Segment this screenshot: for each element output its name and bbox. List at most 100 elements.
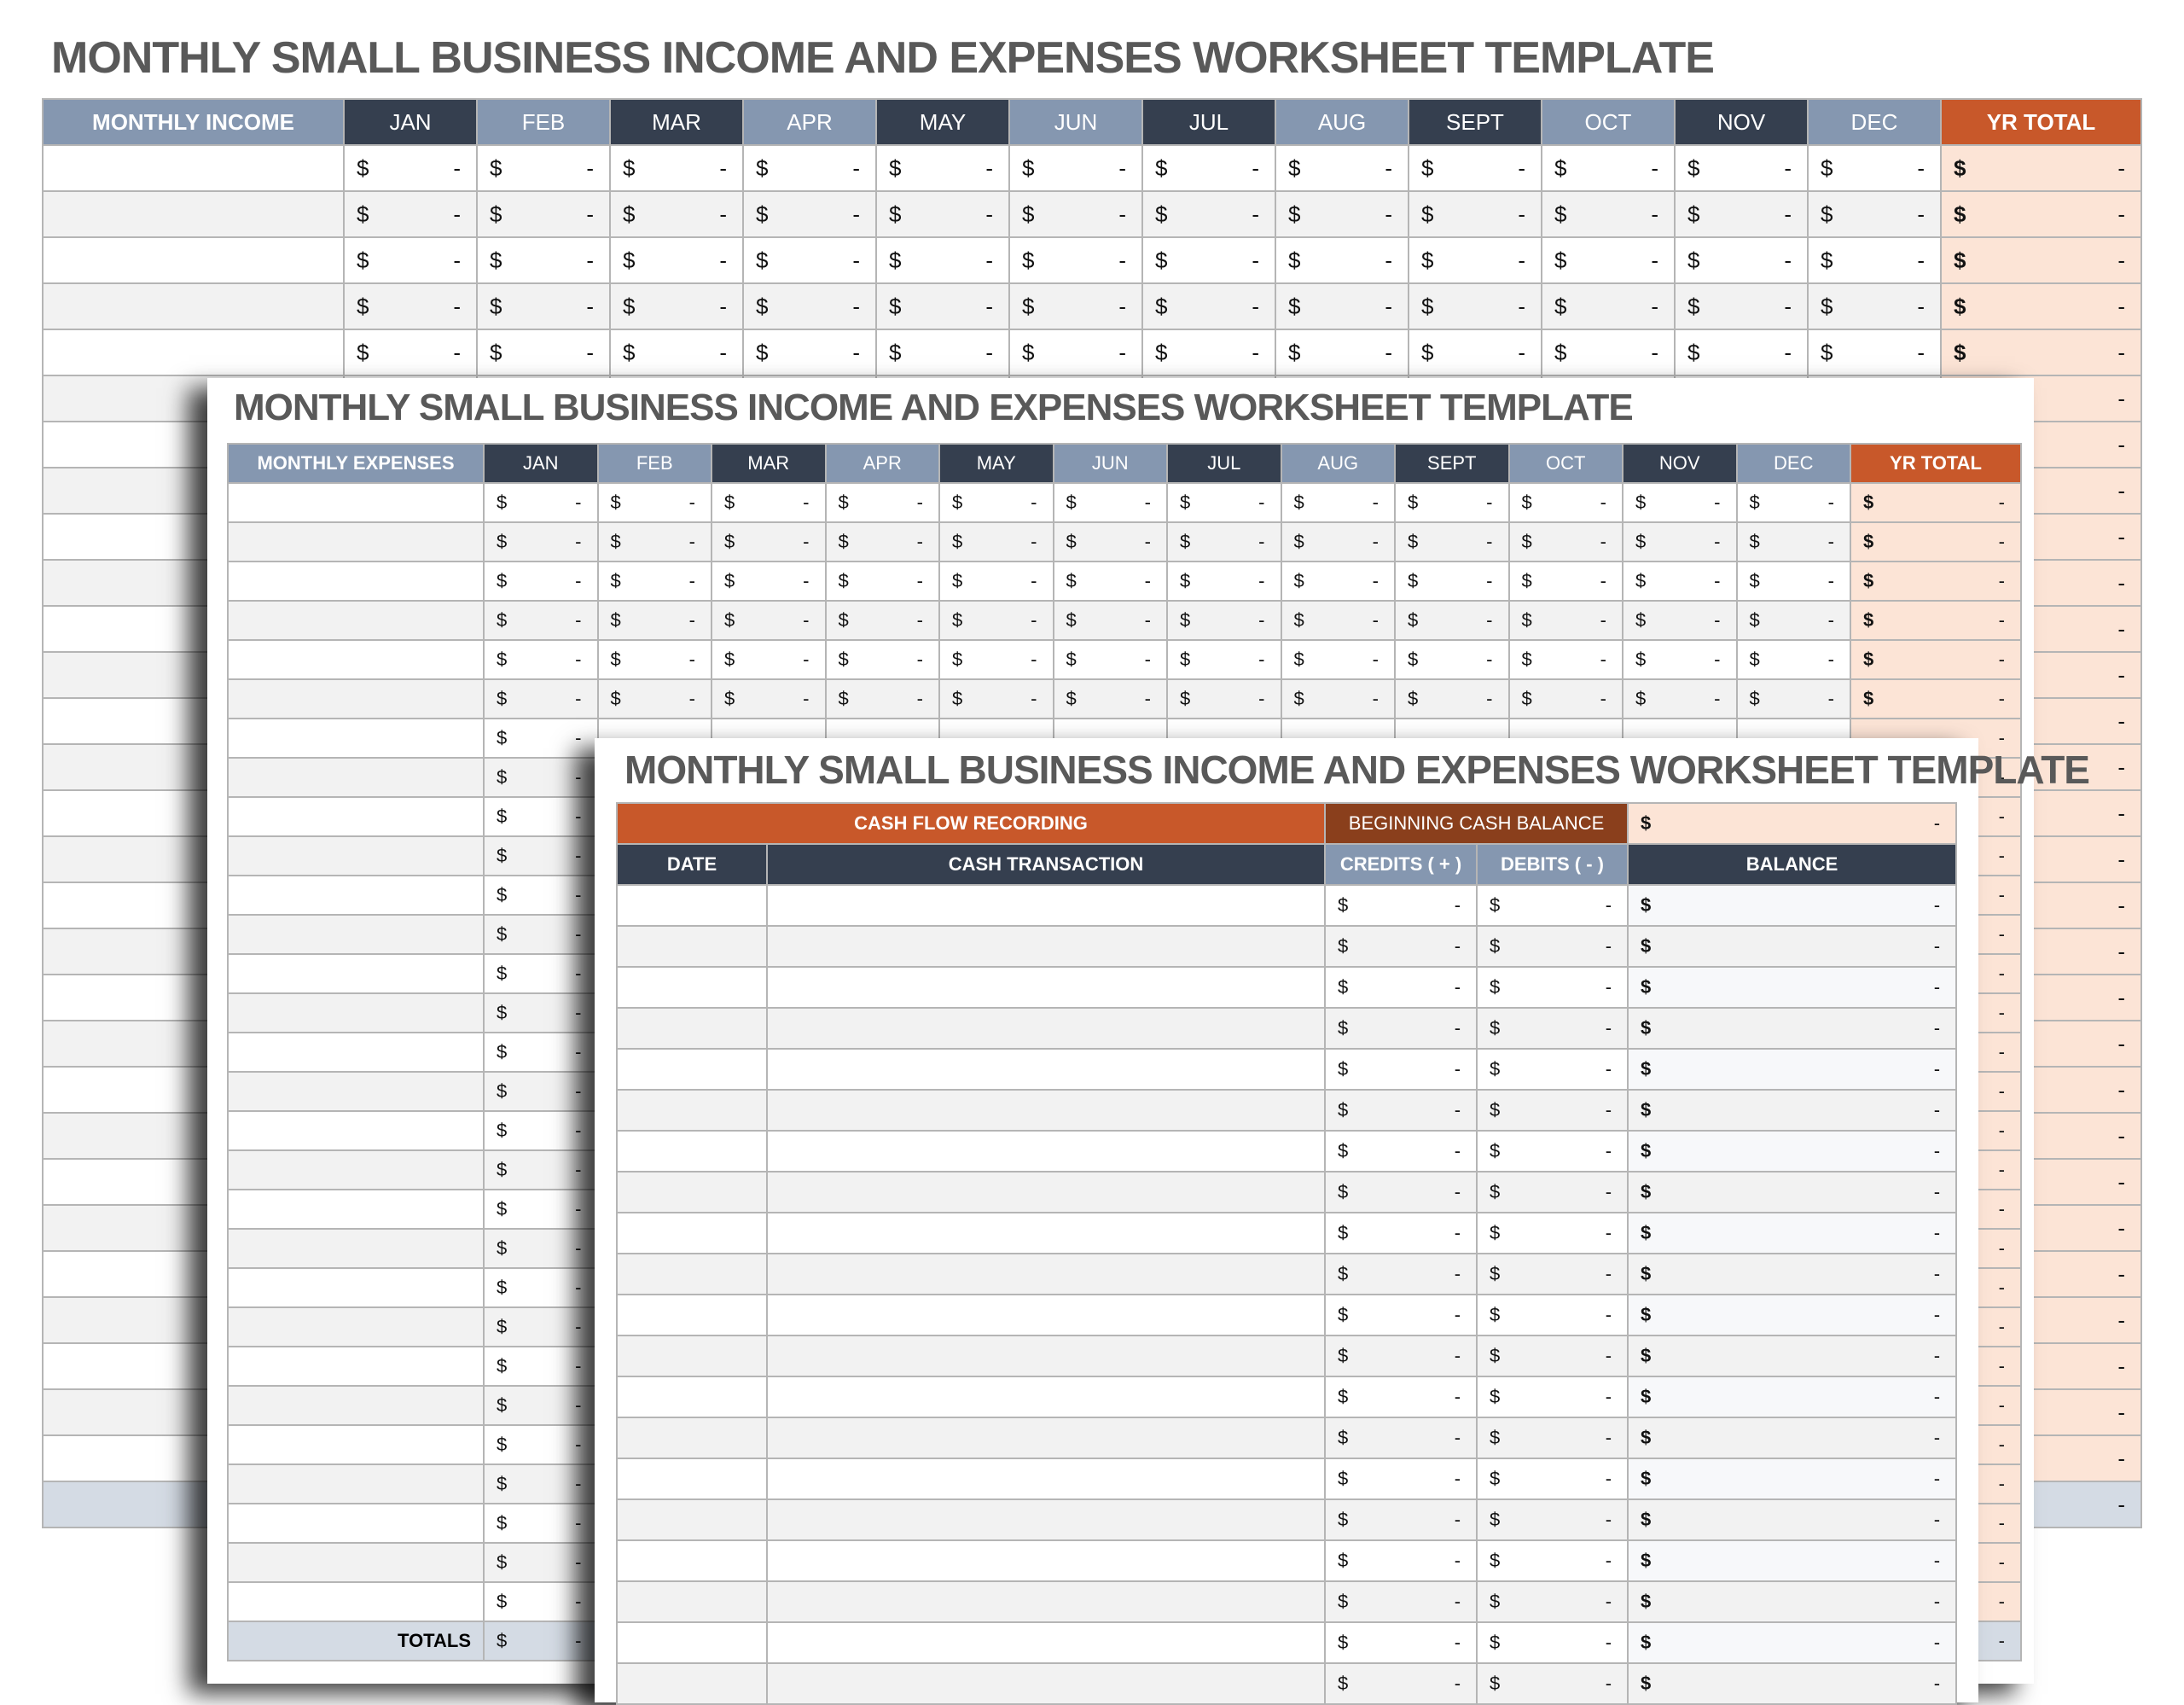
amount-cell[interactable]: $ - [1324,1498,1478,1541]
amount-cell[interactable]: $ - [1627,1335,1958,1377]
amount-cell[interactable]: $ - [1476,1253,1629,1295]
amount-cell[interactable]: $ - [1627,1089,1958,1132]
amount-cell[interactable]: $ - [1275,329,1409,376]
amount-cell[interactable]: $ - [742,329,877,376]
date-cell[interactable] [616,1580,768,1623]
amount-cell[interactable]: $ - [824,600,940,641]
amount-cell[interactable]: $ - [1280,678,1396,719]
label-cell[interactable] [227,678,485,719]
amount-cell[interactable]: $ - [1275,282,1409,330]
label-cell[interactable] [227,875,485,916]
amount-cell[interactable]: $ - [742,236,877,284]
amount-cell[interactable]: $ - [1940,190,2142,238]
amount-cell[interactable]: $ - [1735,482,1851,523]
amount-cell[interactable]: $ - [1280,639,1396,680]
amount-cell[interactable]: $ - [1408,236,1542,284]
label-cell[interactable] [227,796,485,837]
amount-cell[interactable]: $ - [1940,236,2142,284]
amount-cell[interactable]: $ - [1507,639,1623,680]
amount-cell[interactable]: $ - [483,1542,599,1583]
amount-cell[interactable]: $ - [1324,1417,1478,1459]
amount-cell[interactable]: $ - [1166,521,1282,562]
label-cell[interactable] [42,329,345,376]
amount-cell[interactable]: $ - [875,329,1010,376]
date-cell[interactable] [616,1171,768,1213]
amount-cell[interactable]: $ - [1324,1580,1478,1623]
date-cell[interactable] [616,1294,768,1336]
amount-cell[interactable]: $ - [1541,236,1676,284]
amount-cell[interactable]: $ - [483,1503,599,1544]
amount-cell[interactable]: $ - [1052,678,1168,719]
amount-cell[interactable]: $ - [483,914,599,955]
amount-cell[interactable]: $ - [483,1071,599,1112]
transaction-cell[interactable] [765,1130,1327,1173]
amount-cell[interactable]: $ - [1166,600,1282,641]
date-cell[interactable] [616,1007,768,1050]
amount-cell[interactable]: $ - [343,190,478,238]
amount-cell[interactable]: $ - [1627,1130,1958,1173]
label-cell[interactable] [227,1581,485,1622]
date-cell[interactable] [616,1539,768,1582]
label-cell[interactable] [227,1110,485,1151]
amount-cell[interactable]: $ - [742,282,877,330]
amount-cell[interactable]: $ - [1476,1498,1629,1541]
amount-cell[interactable]: $ - [742,190,877,238]
transaction-cell[interactable] [765,1458,1327,1500]
amount-cell[interactable]: $ - [1324,1171,1478,1213]
amount-cell[interactable]: $ - [1476,1294,1629,1336]
amount-cell[interactable]: $ - [1394,600,1510,641]
label-cell[interactable] [42,144,345,192]
amount-cell[interactable]: $ - [1394,639,1510,680]
amount-cell[interactable]: $ - [1850,639,2022,680]
amount-cell[interactable]: $ - [1622,639,1738,680]
transaction-cell[interactable] [765,1253,1327,1295]
amount-cell[interactable]: $ - [1541,144,1676,192]
amount-cell[interactable]: $ - [483,1267,599,1308]
amount-cell[interactable]: $ - [1850,482,2022,523]
amount-cell[interactable]: $ - [343,144,478,192]
label-cell[interactable] [42,282,345,330]
amount-cell[interactable]: $ - [938,678,1054,719]
date-cell[interactable] [616,966,768,1009]
amount-cell[interactable]: $ - [1622,600,1738,641]
amount-cell[interactable]: $ - [1674,282,1809,330]
date-cell[interactable] [616,1498,768,1541]
amount-cell[interactable]: $ - [1627,1171,1958,1213]
amount-cell[interactable]: $ - [1052,482,1168,523]
amount-cell[interactable]: $ - [1141,190,1276,238]
amount-cell[interactable]: $ - [1807,282,1942,330]
amount-cell[interactable]: $ - [483,600,599,641]
amount-cell[interactable]: $ - [1850,600,2022,641]
date-cell[interactable] [616,1417,768,1459]
amount-cell[interactable]: $ - [483,1149,599,1190]
amount-cell[interactable]: $ - [824,521,940,562]
amount-cell[interactable]: $ - [1324,1007,1478,1050]
amount-cell[interactable]: $ - [1008,144,1143,192]
transaction-cell[interactable] [765,1621,1327,1664]
amount-cell[interactable]: $ - [1507,678,1623,719]
amount-cell[interactable]: $ - [1674,144,1809,192]
amount-cell[interactable]: $ - [483,757,599,798]
amount-cell[interactable]: $ - [1507,482,1623,523]
amount-cell[interactable]: $ - [1735,561,1851,602]
transaction-cell[interactable] [765,884,1327,927]
amount-cell[interactable]: $ - [875,236,1010,284]
amount-cell[interactable]: $ - [476,329,611,376]
label-cell[interactable] [227,1189,485,1230]
amount-cell[interactable]: $ - [711,639,827,680]
amount-cell[interactable]: $ - [824,482,940,523]
amount-cell[interactable]: $ - [1280,561,1396,602]
amount-cell[interactable]: $ - [1280,482,1396,523]
transaction-cell[interactable] [765,1007,1327,1050]
amount-cell[interactable]: $ - [1627,1498,1958,1541]
amount-cell[interactable]: $ - [938,561,1054,602]
amount-cell[interactable]: $ - [1324,1048,1478,1091]
amount-cell[interactable]: $ - [711,521,827,562]
amount-cell[interactable]: $ - [483,1464,599,1504]
amount-cell[interactable]: $ - [938,639,1054,680]
amount-cell[interactable]: $ - [1052,600,1168,641]
amount-cell[interactable]: $ - [1394,482,1510,523]
amount-cell[interactable]: $ - [1627,884,1958,927]
amount-cell[interactable]: $ - [1476,1212,1629,1254]
amount-cell[interactable]: $ - [1622,678,1738,719]
